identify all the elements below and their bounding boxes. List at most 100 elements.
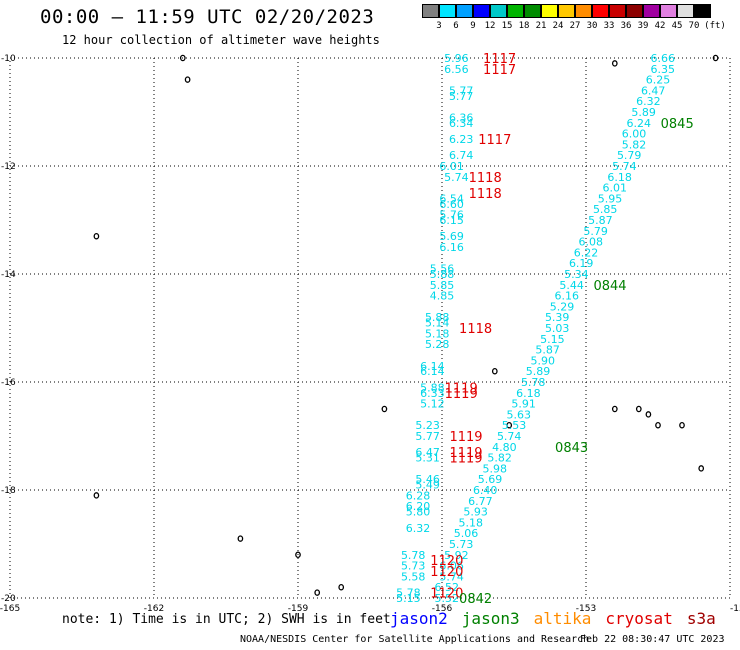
pass-time-label: 1118 [469,171,502,186]
wave-height-value: 5.12 [420,398,445,411]
wave-height-value: 5.74 [444,171,469,184]
y-tick-label: -16 [1,378,16,388]
legend-swatch [541,4,558,18]
wave-height-value: 6.60 [439,198,464,211]
map-title: 00:00 – 11:59 UTC 02/20/2023 [40,6,375,28]
wave-height-value: 6.32 [406,522,431,535]
wave-height-value: 5.77 [449,84,474,97]
y-tick-label: -12 [1,162,16,172]
wave-height-value: 5.74 [497,430,522,443]
legend-label: 3 [436,21,442,31]
wave-height-value: 5.87 [588,214,613,227]
wave-height-value: 5.79 [617,149,642,162]
legend-swatch [660,4,677,18]
wave-height-value: 6.06 [439,560,464,573]
wave-height-value: 6.14 [420,365,445,378]
legend-label: 15 [501,21,513,31]
wave-height-value: 5.80 [406,506,431,519]
island-outline [611,60,618,67]
map-frame [9,57,731,599]
wave-height-value: 5.39 [545,311,570,324]
wave-height-value: 5.87 [535,344,560,357]
legend-swatch [456,4,473,18]
island-outline [295,551,301,559]
legend-swatch [592,4,609,18]
wave-height-value: 6.24 [627,117,652,130]
legend-label: 21 [535,21,547,31]
island-outline [679,421,685,429]
wave-height-value: 5.56 [430,263,455,276]
y-tick-label: -18 [1,486,16,496]
island-outline [381,405,388,413]
wave-height-value: 5.82 [622,138,647,151]
wave-height-value: 6.15 [439,214,464,227]
legend-label: 39 [637,21,649,31]
wave-height-value: 6.47 [415,446,440,459]
wave-height-value: 6.08 [579,236,604,249]
legend-label: 45 [671,21,683,31]
legend-label: 6 [453,21,459,31]
wave-height-value: 5.29 [550,300,575,313]
generated-timestamp: Feb 22 08:30:47 UTC 2023 [580,634,725,645]
legend-label: 30 [586,21,598,31]
island-outline [698,465,705,472]
wave-height-value: 6.22 [574,246,599,259]
pass-time-label: 1118 [469,187,502,202]
wave-height-value: 5.53 [502,419,527,432]
legend-label: 27 [569,21,581,31]
wave-height-value: 6.23 [449,133,474,146]
pass-time-label: 0845 [661,117,694,132]
wave-height-value: 5.15 [540,333,565,346]
island-outline [338,583,345,591]
island-outline [655,421,661,429]
wave-height-value: 4.80 [492,441,517,454]
wave-height-value: 5.03 [545,322,570,335]
legend-swatch [677,4,694,18]
pass-time-label: 1117 [483,52,516,67]
footnote: note: 1) Time is in UTC; 2) SWH is in fe… [62,612,391,627]
wave-height-value: 5.14 [425,317,450,330]
wave-height-value: 5.88 [425,311,450,324]
legend-label: 24 [552,21,564,31]
wave-height-value: 5.89 [631,106,656,119]
y-tick-label: -10 [1,54,16,64]
legend-swatch [524,4,541,18]
wave-height-value: 5.23 [415,419,440,432]
pass-time-label: 0842 [459,592,492,607]
wave-height-value: 6.01 [603,182,628,195]
wave-height-value: 6.36 [449,111,474,124]
legend-label: 33 [603,21,615,31]
wave-height-value: 5.88 [420,381,445,394]
legend-swatch [694,4,711,18]
wave-height-value: 5.90 [531,354,556,367]
wave-height-value: 5.69 [439,230,464,243]
wave-height-value: 5.78 [401,549,426,562]
wave-height-value: 5.49 [415,479,440,492]
wave-height-value: 6.47 [641,84,666,97]
wave-height-value: 5.44 [559,279,584,292]
legend-label: 70 [688,21,700,31]
wave-height-value: 6.28 [406,489,431,502]
wave-height-value: 6.33 [420,387,445,400]
wave-height-value: 5.85 [593,203,618,216]
wave-height-value: 6.74 [449,149,474,162]
wave-height-value: 5.89 [526,365,551,378]
wave-height-value: 5.77 [415,430,440,443]
island-outline [184,76,191,83]
island-outline [635,405,642,413]
x-tick-label: -162 [144,604,164,614]
island-outline [314,589,321,596]
wave-height-value: 5.52 [435,592,460,605]
pass-time-label: 1117 [483,63,516,78]
y-tick-label: -14 [1,270,16,280]
wave-height-value: 5.18 [459,516,484,529]
wave-height-value: 6.16 [439,241,464,254]
wave-height-value: 6.18 [516,387,541,400]
wave-height-value: 6.34 [449,117,474,130]
satellite-s3a: s3a [686,609,716,628]
legend-swatch [422,4,439,18]
legend-swatch [558,4,575,18]
satellite-jason2: jason2 [390,609,448,628]
legend-unit: (ft) [704,21,726,31]
